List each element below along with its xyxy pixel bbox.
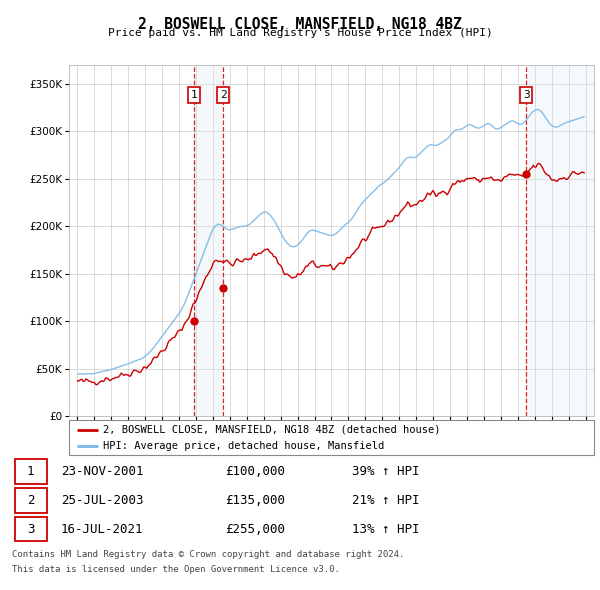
Text: 16-JUL-2021: 16-JUL-2021 <box>61 523 143 536</box>
Bar <box>526 65 594 416</box>
FancyBboxPatch shape <box>69 420 594 455</box>
Text: 3: 3 <box>523 90 530 100</box>
Text: 1: 1 <box>191 90 197 100</box>
Bar <box>526 65 594 416</box>
Text: Price paid vs. HM Land Registry's House Price Index (HPI): Price paid vs. HM Land Registry's House … <box>107 28 493 38</box>
Text: £100,000: £100,000 <box>225 465 285 478</box>
Text: HPI: Average price, detached house, Mansfield: HPI: Average price, detached house, Mans… <box>103 441 385 451</box>
FancyBboxPatch shape <box>15 517 47 542</box>
Text: 2, BOSWELL CLOSE, MANSFIELD, NG18 4BZ (detached house): 2, BOSWELL CLOSE, MANSFIELD, NG18 4BZ (d… <box>103 425 440 435</box>
Text: 13% ↑ HPI: 13% ↑ HPI <box>352 523 419 536</box>
Text: £135,000: £135,000 <box>225 494 285 507</box>
Text: 2: 2 <box>220 90 226 100</box>
Bar <box>194 65 223 416</box>
Text: 3: 3 <box>27 523 34 536</box>
FancyBboxPatch shape <box>15 459 47 484</box>
Text: £255,000: £255,000 <box>225 523 285 536</box>
Text: Contains HM Land Registry data © Crown copyright and database right 2024.: Contains HM Land Registry data © Crown c… <box>12 550 404 559</box>
Text: 25-JUL-2003: 25-JUL-2003 <box>61 494 143 507</box>
FancyBboxPatch shape <box>15 488 47 513</box>
Text: 2: 2 <box>27 494 34 507</box>
Text: 1: 1 <box>27 465 34 478</box>
Text: 21% ↑ HPI: 21% ↑ HPI <box>352 494 419 507</box>
Text: This data is licensed under the Open Government Licence v3.0.: This data is licensed under the Open Gov… <box>12 565 340 574</box>
Text: 23-NOV-2001: 23-NOV-2001 <box>61 465 143 478</box>
Text: 39% ↑ HPI: 39% ↑ HPI <box>352 465 419 478</box>
Text: 2, BOSWELL CLOSE, MANSFIELD, NG18 4BZ: 2, BOSWELL CLOSE, MANSFIELD, NG18 4BZ <box>138 17 462 31</box>
